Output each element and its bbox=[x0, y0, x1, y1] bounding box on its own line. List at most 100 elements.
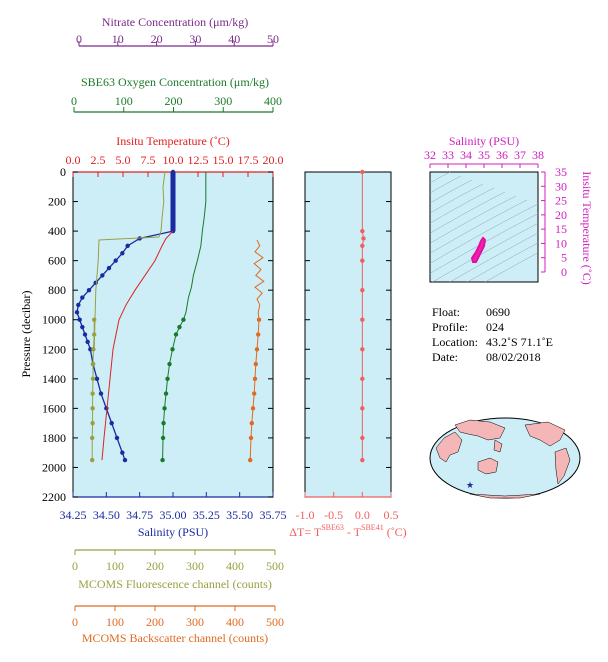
data-point bbox=[360, 347, 365, 352]
temperature-axis-tick-label: 5.0 bbox=[116, 153, 131, 167]
ts-density-contours bbox=[430, 172, 538, 282]
series-7 bbox=[248, 317, 262, 463]
backscatter-axis-tick-label: 100 bbox=[106, 615, 124, 629]
map-land-antarctica bbox=[469, 493, 541, 499]
oxygen-axis-tick-label: 400 bbox=[264, 94, 282, 108]
delta-t-axis-tick-label: 0.0 bbox=[355, 508, 370, 522]
float-location-marker: ★ bbox=[466, 480, 474, 490]
data-point bbox=[160, 457, 165, 463]
oxygen-axis-tick-label: 0 bbox=[71, 94, 77, 108]
series-line bbox=[253, 239, 265, 320]
salinity-axis-tick-label: 34.50 bbox=[93, 508, 120, 522]
data-point bbox=[361, 236, 366, 241]
ts-density-contour bbox=[430, 213, 538, 274]
temperature-axis: 0.0 2.5 5.0 7.5 10.0 12.5 15.0 17.5 20.0 bbox=[66, 153, 284, 177]
data-point bbox=[77, 317, 82, 322]
pressure-axis-tick-label: 200 bbox=[48, 195, 66, 209]
map-land-africa bbox=[435, 431, 463, 463]
data-point bbox=[360, 287, 365, 293]
pressure-axis-tick-label: 1600 bbox=[42, 401, 66, 415]
series-6 bbox=[253, 239, 265, 320]
data-point bbox=[82, 332, 88, 337]
data-point bbox=[161, 420, 166, 426]
world-map: ★ bbox=[429, 417, 581, 499]
ts-density-contour bbox=[466, 242, 538, 282]
nitrate-axis-title: Nitrate Concentration (μm/kg) bbox=[102, 15, 248, 29]
profile-row: Profile: 024 bbox=[432, 320, 553, 335]
data-point bbox=[106, 265, 112, 271]
fluorescence-axis-tick-label: 500 bbox=[266, 559, 284, 573]
ts-density-contour bbox=[430, 172, 451, 184]
ts-yaxis-tick-label: 20 bbox=[555, 208, 567, 222]
data-point bbox=[162, 406, 167, 411]
nitrate-axis-tick-label: 20 bbox=[151, 32, 163, 46]
data-point bbox=[360, 243, 365, 249]
salinity-axis: 34.25 34.50 34.75 35.00 35.25 35.50 35.75 bbox=[60, 492, 287, 522]
date-row: Date: 08/02/2018 bbox=[432, 350, 553, 365]
oxygen-axis: 0 100 200 300 400 bbox=[71, 94, 282, 113]
float-id-value: 0690 bbox=[486, 305, 510, 319]
ts-density-contour bbox=[430, 199, 528, 254]
data-point bbox=[253, 361, 258, 367]
backscatter-axis-tick-label: 300 bbox=[186, 615, 204, 629]
ts-density-contour bbox=[432, 222, 538, 282]
ts-yaxis-tick-label: 30 bbox=[555, 179, 567, 193]
data-point bbox=[137, 236, 142, 241]
salinity-axis-tick-label: 35.25 bbox=[193, 508, 220, 522]
ts-xaxis-tick-label: 38 bbox=[532, 148, 544, 162]
series-line bbox=[101, 172, 174, 461]
ts-diagram-panel bbox=[429, 171, 539, 283]
ts-xaxis-tick-label: 32 bbox=[424, 148, 436, 162]
fluorescence-axis-tick-label: 0 bbox=[72, 559, 78, 573]
ts-density-contour bbox=[430, 183, 484, 214]
oxygen-axis-title: SBE63 Oxygen Concentration (μm/kg) bbox=[81, 75, 269, 89]
pressure-axis-tick-label: 2200 bbox=[42, 490, 66, 504]
nitrate-axis-tick-label: 30 bbox=[189, 32, 201, 46]
pressure-axis-tick-label: 1400 bbox=[42, 372, 66, 386]
data-point bbox=[248, 435, 254, 441]
map-land-southeast-asia bbox=[493, 439, 503, 453]
data-point bbox=[80, 295, 85, 300]
ts-xaxis-tick-label: 33 bbox=[442, 148, 454, 162]
salinity-axis-title: Salinity (PSU) bbox=[138, 525, 208, 539]
temperature-axis-tick-label: 12.5 bbox=[188, 153, 209, 167]
ts-density-contour bbox=[430, 187, 495, 224]
data-point bbox=[93, 280, 98, 285]
temperature-axis-tick-label: 0.0 bbox=[66, 153, 81, 167]
data-point bbox=[360, 457, 365, 463]
data-point bbox=[360, 406, 365, 411]
profile-label: Profile: bbox=[432, 320, 468, 334]
data-point bbox=[120, 450, 125, 455]
temperature-axis-tick-label: 20.0 bbox=[263, 153, 284, 167]
data-point bbox=[90, 376, 96, 382]
data-point bbox=[90, 391, 95, 396]
data-point bbox=[167, 361, 172, 367]
ts-density-contour bbox=[430, 195, 517, 244]
data-point bbox=[85, 339, 90, 345]
data-point bbox=[256, 332, 261, 337]
data-point bbox=[92, 317, 97, 322]
data-point bbox=[80, 324, 85, 330]
data-point bbox=[98, 391, 104, 396]
series-line bbox=[249, 319, 260, 461]
data-point bbox=[90, 361, 96, 367]
salinity-axis-tick-label: 34.75 bbox=[126, 508, 153, 522]
pressure-axis-tick-label: 1800 bbox=[42, 431, 66, 445]
ts-density-contour bbox=[430, 203, 538, 264]
series-2 bbox=[182, 172, 207, 320]
data-point bbox=[360, 169, 365, 175]
data-point bbox=[163, 391, 169, 396]
temperature-axis-tick-label: 7.5 bbox=[141, 153, 156, 167]
data-point bbox=[91, 347, 96, 352]
data-point bbox=[360, 435, 365, 441]
backscatter-axis: 0 100 200 300 400 500 bbox=[72, 605, 284, 629]
data-point bbox=[249, 420, 254, 426]
ts-density-contour bbox=[430, 179, 473, 204]
location-label: Location: bbox=[432, 335, 478, 349]
delta-t-axis-tick-label: -0.5 bbox=[324, 508, 343, 522]
location-row: Location: 43.2˚S 71.1˚E bbox=[432, 335, 553, 350]
temperature-axis-tick-label: 17.5 bbox=[238, 153, 259, 167]
data-point bbox=[125, 243, 130, 249]
fluorescence-axis-title: MCOMS Fluorescence channel (counts) bbox=[78, 577, 272, 591]
ts-density-contour bbox=[430, 175, 462, 194]
